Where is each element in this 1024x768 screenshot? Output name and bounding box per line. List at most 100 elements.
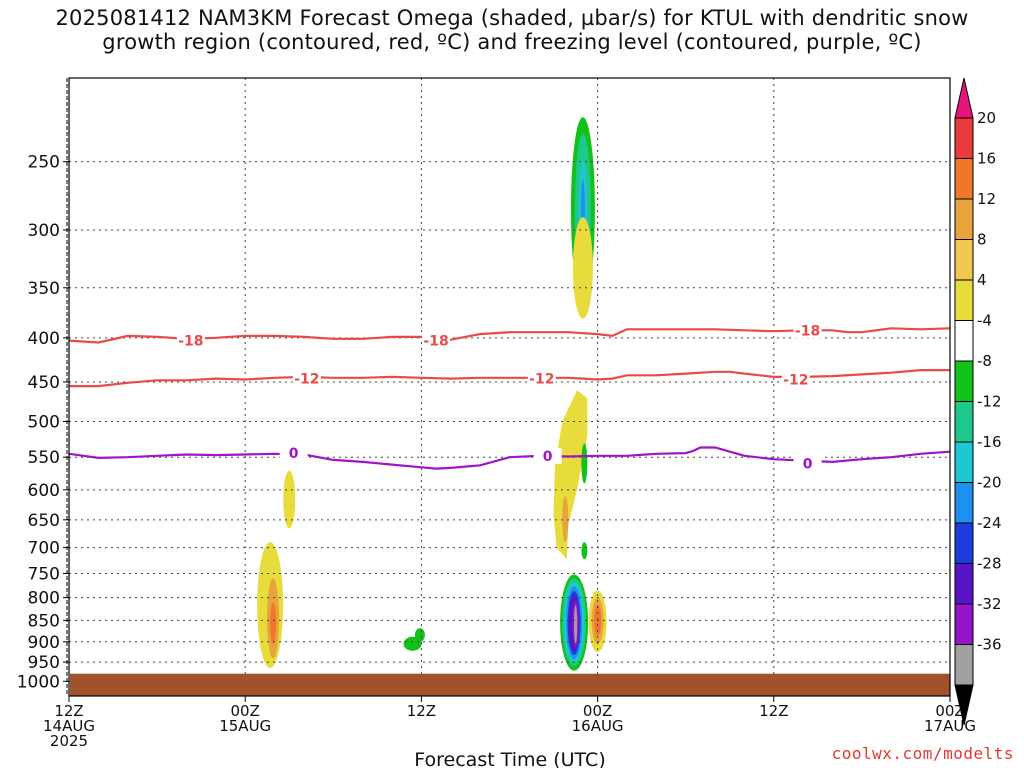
y-tick-label: 250	[28, 153, 60, 173]
contour-label-bg	[533, 447, 562, 464]
colorbar-label: 20	[977, 109, 996, 127]
y-tick-label: 850	[28, 611, 60, 631]
x-tick-label: 12Z	[407, 702, 436, 720]
x-tick-label: 00Z	[231, 702, 260, 720]
x-tick-label: 00Z	[583, 702, 612, 720]
colorbar-swatch	[954, 401, 974, 443]
colorbar-label: -36	[977, 636, 1002, 654]
x-axis-label: Forecast Time (UTC)	[414, 749, 605, 768]
contour-label-bg	[279, 445, 308, 462]
colorbar-swatch	[954, 441, 974, 483]
contour-label: -12	[294, 372, 319, 388]
colorbar-swatch	[954, 522, 974, 564]
y-tick-label: 450	[28, 373, 60, 393]
colorbar-label: 16	[977, 150, 996, 168]
contour-label-bg	[527, 370, 556, 387]
contour-label-bg	[292, 370, 321, 387]
colorbar-label: 12	[977, 190, 996, 208]
omega-region-rising-2	[283, 470, 296, 529]
contour-label-bg	[793, 322, 822, 339]
contour-label: 0	[289, 446, 299, 462]
chart-title-line-2: growth region (contoured, red, ºC) and f…	[102, 30, 922, 54]
omega-shaded-regions	[257, 117, 607, 671]
surface-terrain	[70, 673, 950, 696]
colorbar-label: -32	[977, 595, 1002, 613]
omega-region-sinking-5-l8	[573, 605, 578, 644]
y-tick-label: 300	[28, 221, 60, 241]
colorbar-swatch	[954, 563, 974, 605]
terrain-fill	[70, 673, 950, 696]
contour-label: -12	[783, 372, 808, 388]
x-tick-label: 16AUG	[572, 717, 624, 735]
y-tick-label: 750	[28, 564, 60, 584]
colorbar-label: -12	[977, 393, 1002, 411]
colorbar-label: 4	[977, 271, 987, 289]
contour-label-bg	[793, 455, 822, 472]
colorbar-swatch	[954, 360, 974, 402]
omega-region-rising-4-core	[562, 496, 569, 543]
dotted-grid	[69, 78, 950, 696]
colorbar-swatch	[954, 158, 974, 200]
y-tick-label: 500	[28, 412, 60, 432]
contour-label-bg	[422, 332, 451, 349]
colorbar-label: -4	[977, 312, 992, 330]
contour-label: -18	[423, 334, 448, 350]
colorbar-swatch	[954, 239, 974, 281]
contour-line	[69, 327, 950, 344]
colorbar-label: -28	[977, 555, 1002, 573]
omega-region-sinking-4	[581, 542, 588, 560]
colorbar-label: -24	[977, 514, 1002, 532]
x-tick-label: 15AUG	[219, 717, 271, 735]
contour-label: -18	[795, 323, 820, 339]
x-tick-label: 12Z	[759, 702, 788, 720]
colorbar-label: -16	[977, 433, 1002, 451]
colorbar-swatch	[954, 198, 974, 240]
colorbar-swatch	[954, 320, 974, 362]
colorbar-label: -20	[977, 474, 1002, 492]
pressure-axis: 2503003504004505005506006507007508008509…	[17, 153, 69, 692]
y-tick-label: 800	[28, 589, 60, 609]
y-tick-label: 400	[28, 329, 60, 349]
x-tick-label: 17AUG	[924, 717, 976, 735]
contour-line	[69, 369, 950, 388]
contour-line	[69, 446, 950, 470]
plot-frame	[66, 77, 951, 697]
omega-colorbar: 20 16 12 8 4 -4 -8 -12 -16 -20 -24 -28 -32 -36	[954, 77, 1002, 726]
temperature-contours: -18 -18 -18 -12 -12 -12 0 0 0	[69, 322, 950, 472]
chart-title-line-1: 2025081412 NAM3KM Forecast Omega (shaded…	[55, 6, 969, 30]
omega-region-sinking-3	[581, 443, 588, 484]
x-tick-label: 00Z	[935, 702, 964, 720]
omega-region-rising-3	[572, 217, 593, 319]
omega-region-sinking-1b	[414, 628, 425, 642]
x-tick-label: 2025	[50, 732, 88, 750]
y-tick-label: 550	[28, 448, 60, 468]
x-tick-label: 12Z	[54, 702, 83, 720]
colorbar-cap-bottom	[954, 684, 974, 726]
y-tick-label: 900	[28, 633, 60, 653]
contour-label: -18	[178, 334, 203, 350]
contour-label: 0	[543, 449, 553, 465]
colorbar-cap-top	[954, 77, 974, 119]
contour-label-bg	[176, 332, 205, 349]
contour-label: -12	[529, 372, 554, 388]
y-tick-label: 950	[28, 653, 60, 673]
x-tick-label: 14AUG	[43, 717, 95, 735]
y-tick-label: 700	[28, 539, 60, 559]
omega-region-rising-4	[553, 390, 588, 560]
contour-label: 0	[803, 456, 813, 472]
contour-label-bg	[781, 371, 810, 388]
y-tick-label: 1000	[17, 672, 60, 692]
colorbar-label: -8	[977, 352, 992, 370]
y-tick-label: 350	[28, 279, 60, 299]
plot-border	[68, 77, 951, 697]
source-credit: coolwx.com/modelts	[831, 744, 1014, 763]
colorbar-swatch	[954, 117, 974, 159]
y-tick-label: 600	[28, 481, 60, 501]
colorbar-swatch	[954, 279, 974, 321]
colorbar-swatch	[954, 644, 974, 686]
colorbar-swatch	[954, 482, 974, 524]
y-tick-label: 650	[28, 511, 60, 531]
colorbar-label: 8	[977, 231, 987, 249]
